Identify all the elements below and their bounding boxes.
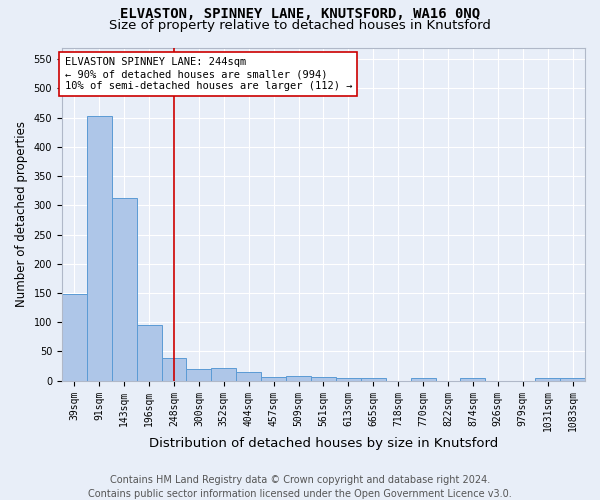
Bar [112, 198, 137, 380]
Bar [560, 378, 585, 380]
Bar [236, 372, 261, 380]
Text: ELVASTON, SPINNEY LANE, KNUTSFORD, WA16 0NQ: ELVASTON, SPINNEY LANE, KNUTSFORD, WA16 … [120, 8, 480, 22]
Bar [361, 378, 386, 380]
Text: Contains HM Land Registry data © Crown copyright and database right 2024.
Contai: Contains HM Land Registry data © Crown c… [88, 475, 512, 499]
Bar [62, 294, 87, 380]
Bar [311, 377, 336, 380]
Bar [87, 116, 112, 380]
Y-axis label: Number of detached properties: Number of detached properties [15, 121, 28, 307]
Text: Size of property relative to detached houses in Knutsford: Size of property relative to detached ho… [109, 19, 491, 32]
Bar [187, 369, 211, 380]
Text: ELVASTON SPINNEY LANE: 244sqm
← 90% of detached houses are smaller (994)
10% of : ELVASTON SPINNEY LANE: 244sqm ← 90% of d… [65, 58, 352, 90]
X-axis label: Distribution of detached houses by size in Knutsford: Distribution of detached houses by size … [149, 437, 498, 450]
Bar [535, 378, 560, 380]
Bar [460, 378, 485, 380]
Bar [261, 377, 286, 380]
Bar [211, 368, 236, 380]
Bar [410, 378, 436, 380]
Bar [161, 358, 187, 380]
Bar [286, 376, 311, 380]
Bar [137, 325, 161, 380]
Bar [336, 378, 361, 380]
